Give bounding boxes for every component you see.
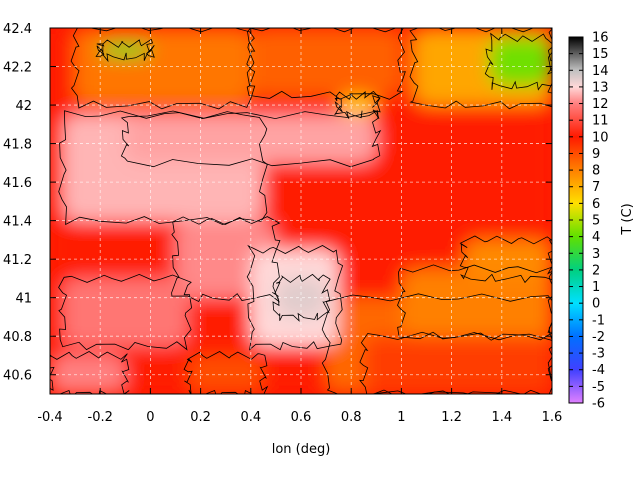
isotherm-contour [397,264,552,341]
y-tick-label: 40.6 [3,369,32,384]
y-axis: 40.6 40.8 41 41.2 41.4 41.6 41.8 42 42.2 42.4 [3,22,552,384]
isotherm-contour [334,90,381,119]
colorbar-tick-label: -3 [592,347,605,362]
y-tick-label: 40.8 [3,330,32,345]
contour-lines [50,28,552,394]
isotherm-contour [459,235,552,284]
y-tick-label: 41.4 [3,215,32,230]
y-tick-label: 42.2 [3,61,32,76]
colorbar-tick-label: 5 [592,214,600,229]
x-tick-label: 0.2 [190,410,211,425]
isotherm-contour [70,28,256,110]
isotherm-contour [95,38,155,63]
colorbar-tick-label: 3 [592,247,600,262]
isotherm-contour [58,273,193,351]
x-tick-label: -0.2 [88,410,113,425]
colorbar-tick-label: -1 [592,313,605,328]
isotherm-contour [484,32,552,91]
x-axis: -0.4 -0.2 0 0.2 0.4 0.6 0.8 1 1.2 1.4 1.6 [37,28,562,425]
x-tick-label: 1 [397,410,405,425]
isotherm-contour [359,331,552,394]
colorbar-tick-label: 16 [592,31,609,46]
heat-region [275,278,327,317]
isotherm-contour [183,351,269,394]
colorbar-tick-label: 11 [592,114,609,129]
heat-region [489,37,552,86]
isotherm-contour [409,28,552,110]
x-tick-label: 0.6 [291,410,312,425]
x-axis-label: lon (deg) [272,442,331,457]
heat-region [62,278,189,346]
colorbar-tick-label: -2 [592,330,605,345]
colorbar-tick-label: -4 [592,363,605,378]
y-tick-label: 41.8 [3,138,32,153]
colorbar-tick-label: 12 [592,97,609,112]
y-tick-label: 41 [15,292,32,307]
isotherm-contour [246,244,344,351]
y-tick-label: 41.6 [3,176,32,191]
colorbar-tick-label: 2 [592,263,600,278]
colorbar-tick-label: 15 [592,47,609,62]
heat-region [100,43,151,57]
isotherm-contour [58,110,268,226]
colorbar-tick-label: 6 [592,197,600,212]
heat-region [250,28,402,96]
x-tick-label: -0.4 [37,410,62,425]
colorbar-tick-label: -6 [592,397,605,412]
colorbar-tick-label: 8 [592,164,600,179]
plot-area [50,28,552,394]
x-tick-label: 1.4 [491,410,512,425]
isotherm-contour [321,293,552,394]
isotherm-contour [120,110,382,168]
colorbar-tick-label: 9 [592,147,600,162]
x-tick-label: 0 [146,410,154,425]
y-tick-label: 41.2 [3,253,32,268]
colorbar-tick-label: 7 [592,180,600,195]
x-tick-label: 0.4 [240,410,261,425]
grid-lines [50,28,552,394]
x-tick-label: 1.6 [542,410,563,425]
colorbar-tick-label: 13 [592,80,609,95]
colorbar-tick-label: 14 [592,64,609,79]
colorbar-tick-label: 4 [592,230,600,245]
heat-region [363,336,552,394]
colorbar-label: T (C) [620,203,635,235]
colorbar-tick-label: 10 [592,130,609,145]
y-tick-label: 42.4 [3,22,32,37]
colorbar-tick-label: -5 [592,380,605,395]
colorbar-tick-label: 1 [592,280,600,295]
y-tick-label: 42 [15,99,32,114]
x-tick-label: 1.2 [441,410,462,425]
x-tick-label: 0.8 [341,410,362,425]
colorbar-tick-label: 0 [592,297,600,312]
heat-region [401,268,552,337]
isotherm-contour [171,216,281,303]
isotherm-contour [272,273,331,322]
